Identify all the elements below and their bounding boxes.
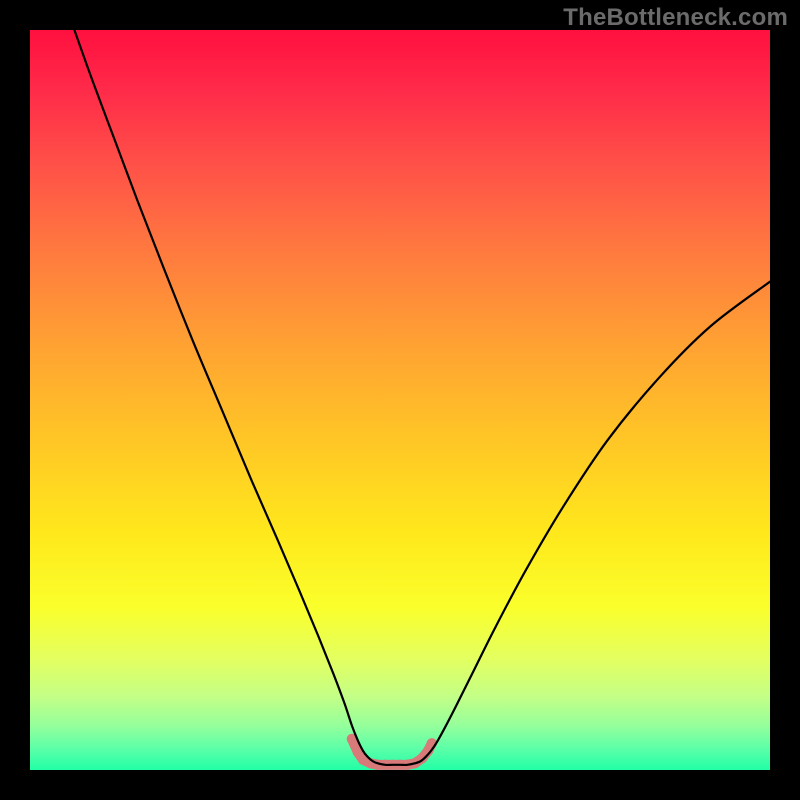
watermark-text: TheBottleneck.com xyxy=(563,4,788,32)
bottleneck-curve-chart xyxy=(30,30,770,770)
gradient-background xyxy=(30,30,770,770)
chart-frame: TheBottleneck.com xyxy=(0,0,800,800)
chart-plot-area xyxy=(30,30,770,770)
